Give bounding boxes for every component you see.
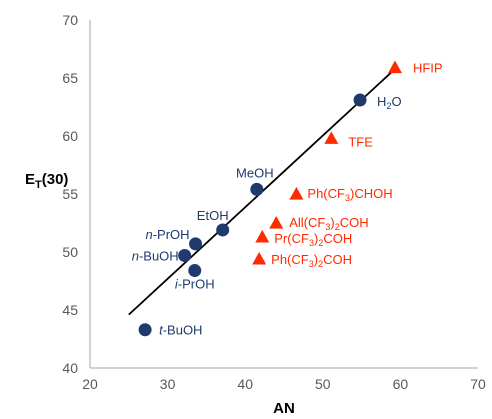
y-tick-label: 50 bbox=[62, 244, 78, 260]
triangle-point bbox=[324, 131, 339, 144]
circle-point bbox=[138, 323, 152, 337]
y-tick-label: 70 bbox=[62, 12, 78, 28]
circle-point bbox=[188, 264, 202, 278]
x-axis-title: AN bbox=[273, 400, 295, 417]
y-tick-label: 40 bbox=[62, 360, 78, 376]
circle-point bbox=[178, 248, 192, 262]
circle-point bbox=[189, 237, 203, 251]
point-label: HFIP bbox=[413, 61, 443, 76]
x-tick-label: 30 bbox=[160, 376, 176, 392]
point-label: t-BuOH bbox=[159, 323, 202, 338]
y-tick-label: 55 bbox=[62, 186, 78, 202]
triangle-point bbox=[289, 187, 304, 200]
x-tick-labels: 20 30 40 50 60 70 bbox=[82, 376, 486, 392]
data-points bbox=[138, 60, 402, 337]
circle-point bbox=[216, 223, 230, 237]
axes bbox=[89, 20, 478, 369]
point-label: Pr(CF3)2COH bbox=[274, 231, 352, 248]
triangle-point bbox=[255, 229, 270, 243]
point-label: MeOH bbox=[236, 165, 274, 180]
triangle-point bbox=[252, 251, 267, 265]
x-tick-label: 60 bbox=[393, 376, 409, 392]
y-tick-label: 45 bbox=[62, 302, 78, 318]
point-label: Ph(CF3)CHOH bbox=[307, 186, 392, 203]
y-tick-label: 60 bbox=[62, 128, 78, 144]
point-label: All(CF3)2COH bbox=[289, 215, 368, 232]
point-labels: t-BuOH n-BuOH i-PrOH n-PrOH EtOH MeOH H2O HFIP T… bbox=[132, 61, 443, 338]
point-label: i-PrOH bbox=[175, 277, 215, 292]
x-tick-label: 40 bbox=[237, 376, 253, 392]
x-tick-label: 20 bbox=[82, 376, 98, 392]
y-tick-label: 65 bbox=[62, 70, 78, 86]
circle-point bbox=[250, 182, 264, 196]
y-axis-title: ET(30) bbox=[25, 171, 68, 191]
point-label: n-BuOH bbox=[132, 248, 179, 263]
circle-point bbox=[353, 93, 367, 107]
triangle-point bbox=[387, 60, 402, 74]
y-tick-labels: 40 45 50 55 60 65 70 bbox=[62, 12, 78, 376]
point-label: Ph(CF3)2COH bbox=[271, 252, 352, 269]
triangle-point bbox=[269, 216, 284, 229]
x-tick-label: 70 bbox=[470, 376, 486, 392]
point-label: n-PrOH bbox=[145, 227, 189, 242]
x-tick-label: 50 bbox=[315, 376, 331, 392]
point-label: TFE bbox=[348, 134, 373, 149]
point-label: H2O bbox=[377, 94, 402, 111]
point-label: EtOH bbox=[197, 208, 229, 223]
